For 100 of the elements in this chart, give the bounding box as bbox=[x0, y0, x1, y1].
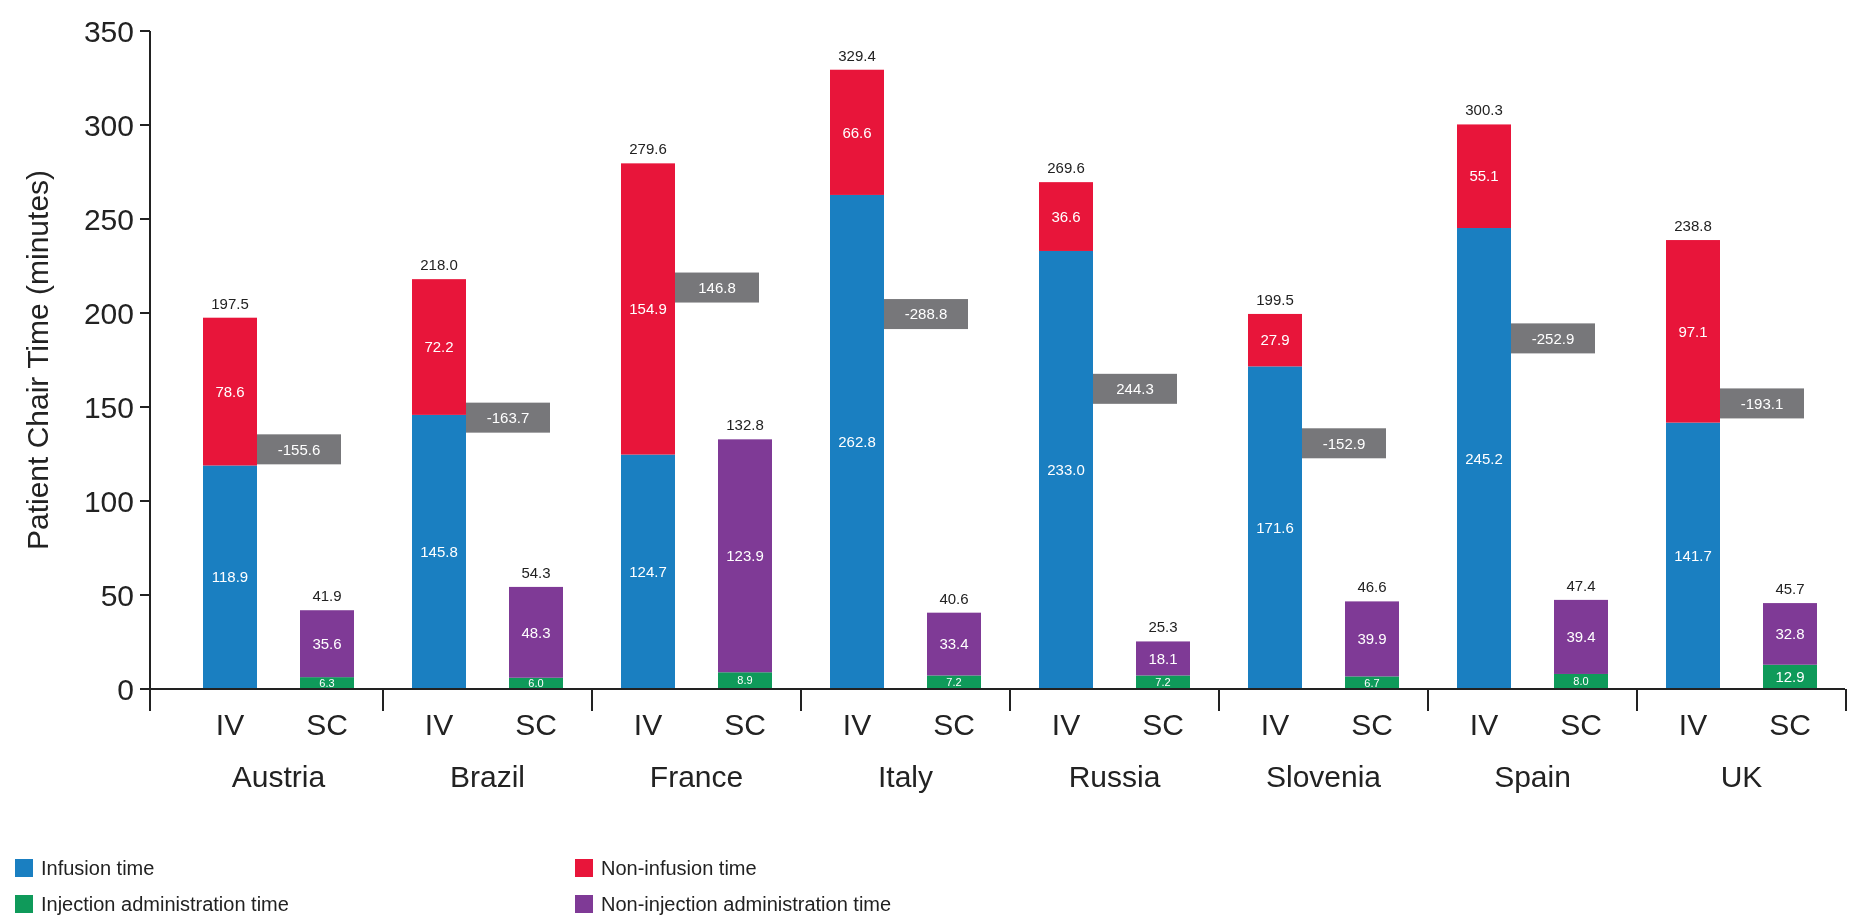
bar bbox=[1457, 228, 1511, 689]
x-tick-label: IV bbox=[633, 708, 663, 741]
y-tick-label: 300 bbox=[83, 108, 134, 142]
data-label: 8.0 bbox=[1573, 675, 1589, 688]
x-tick-label: IV bbox=[1051, 708, 1081, 741]
text: Slovenia bbox=[1265, 760, 1382, 793]
x-tick-label: SC bbox=[1560, 708, 1602, 741]
bar bbox=[621, 163, 675, 455]
total-label: 47.4 bbox=[1566, 576, 1596, 594]
x-tick-label: SC bbox=[724, 708, 766, 741]
y-tick-label: 50 bbox=[100, 578, 134, 612]
x-tick-label: SC bbox=[1769, 708, 1811, 741]
bar bbox=[1248, 366, 1302, 689]
text: Russia bbox=[1068, 760, 1161, 793]
annotation: -163.7 bbox=[486, 408, 530, 426]
data-label: 55.1 bbox=[1469, 167, 1499, 185]
y-tick-label: 0 bbox=[117, 672, 134, 706]
total-label: 132.8 bbox=[726, 416, 764, 434]
total-label: 41.9 bbox=[312, 587, 342, 605]
text: Brazil bbox=[449, 760, 526, 793]
bar bbox=[412, 279, 466, 415]
total-label: 54.3 bbox=[521, 563, 551, 581]
data-label: 36.6 bbox=[1051, 207, 1081, 225]
x-tick-label: IV bbox=[1260, 708, 1290, 741]
y-tick-label: 150 bbox=[83, 390, 134, 424]
total-label: 329.4 bbox=[838, 46, 876, 64]
data-label: 7.2 bbox=[946, 676, 962, 689]
data-label: 12.9 bbox=[1775, 668, 1805, 686]
x-tick-label: IV bbox=[215, 708, 245, 741]
data-label: 123.9 bbox=[726, 547, 764, 565]
legend-label: Non-infusion time bbox=[601, 857, 757, 879]
annotation: -252.9 bbox=[1531, 329, 1575, 347]
y-tick-label: 100 bbox=[83, 484, 134, 518]
total-label: 218.0 bbox=[420, 256, 458, 274]
y-axis-title: Patient Chair Time (minutes) bbox=[21, 169, 54, 551]
data-label: 6.3 bbox=[319, 676, 335, 689]
bar bbox=[1763, 603, 1817, 665]
total-label: 238.8 bbox=[1674, 217, 1712, 235]
data-label: 262.8 bbox=[838, 433, 876, 451]
x-tick-label: SC bbox=[933, 708, 975, 741]
annotation: 146.8 bbox=[698, 278, 736, 296]
total-label: 46.6 bbox=[1357, 578, 1387, 596]
bar bbox=[830, 69, 884, 195]
bar bbox=[1666, 240, 1720, 423]
bar bbox=[927, 612, 981, 676]
annotation: -152.9 bbox=[1322, 434, 1366, 452]
bar bbox=[509, 586, 563, 678]
data-label: 6.0 bbox=[528, 677, 544, 690]
bar bbox=[621, 454, 675, 689]
bar bbox=[300, 610, 354, 678]
data-label: 39.9 bbox=[1357, 630, 1387, 648]
data-label: 141.7 bbox=[1674, 547, 1712, 565]
data-label: 6.7 bbox=[1364, 676, 1380, 689]
total-label: 40.6 bbox=[939, 589, 969, 607]
total-label: 269.6 bbox=[1047, 159, 1085, 177]
text: Spain bbox=[1494, 760, 1571, 793]
y-tick-label: 200 bbox=[83, 296, 134, 330]
annotation: -288.8 bbox=[904, 305, 948, 323]
data-label: 8.9 bbox=[737, 674, 753, 687]
total-label: 199.5 bbox=[1256, 290, 1294, 308]
text: France bbox=[649, 760, 744, 793]
bar bbox=[203, 317, 257, 466]
y-tick-label: 350 bbox=[83, 14, 134, 48]
x-tick-label: IV bbox=[842, 708, 872, 741]
bar bbox=[830, 194, 884, 689]
total-label: 279.6 bbox=[629, 140, 667, 158]
x-tick-label: SC bbox=[306, 708, 348, 741]
data-label: 78.6 bbox=[215, 382, 245, 400]
data-label: 171.6 bbox=[1256, 518, 1294, 536]
data-label: 245.2 bbox=[1465, 449, 1503, 467]
x-tick-label: IV bbox=[1469, 708, 1499, 741]
total-label: 300.3 bbox=[1465, 101, 1503, 119]
data-label: 124.7 bbox=[629, 563, 667, 581]
annotation: -155.6 bbox=[277, 440, 321, 458]
legend-label: Infusion time bbox=[41, 857, 155, 879]
bar bbox=[1039, 250, 1093, 689]
x-tick-label: SC bbox=[515, 708, 557, 741]
bar bbox=[412, 414, 466, 689]
data-label: 66.6 bbox=[842, 123, 872, 141]
data-label: 18.1 bbox=[1148, 649, 1178, 667]
bar bbox=[1039, 182, 1093, 251]
x-tick-label: IV bbox=[424, 708, 454, 741]
data-label: 97.1 bbox=[1678, 322, 1708, 340]
bar bbox=[1248, 313, 1302, 367]
data-label: 233.0 bbox=[1047, 461, 1085, 479]
total-label: 45.7 bbox=[1775, 580, 1805, 598]
bar bbox=[1345, 601, 1399, 677]
data-label: 27.9 bbox=[1260, 331, 1290, 349]
data-label: 48.3 bbox=[521, 623, 551, 641]
text: Italy bbox=[877, 760, 934, 793]
data-label: 7.2 bbox=[1155, 676, 1171, 689]
annotation: -193.1 bbox=[1740, 394, 1784, 412]
bar bbox=[203, 465, 257, 689]
text: UK bbox=[1720, 760, 1763, 793]
data-label: 32.8 bbox=[1775, 625, 1805, 643]
x-tick-label: SC bbox=[1142, 708, 1184, 741]
annotation: 244.3 bbox=[1116, 380, 1154, 398]
bar bbox=[718, 439, 772, 673]
bar bbox=[1136, 641, 1190, 676]
total-label: 25.3 bbox=[1148, 618, 1178, 636]
